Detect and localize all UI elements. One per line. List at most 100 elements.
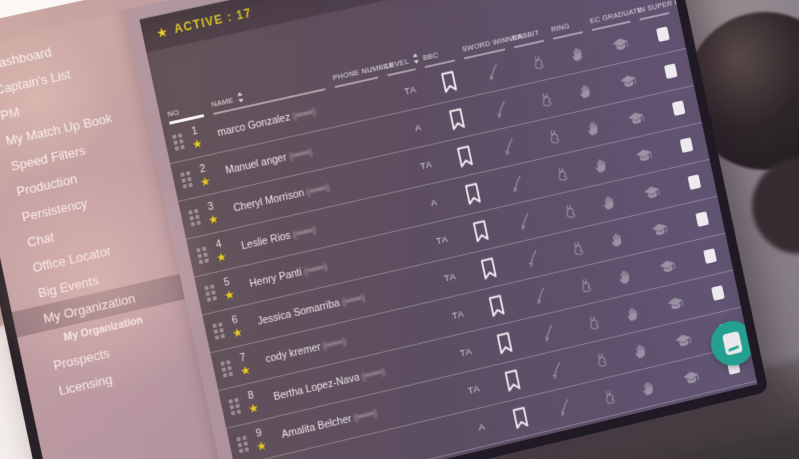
- coffee-cup-shadow: [752, 158, 799, 254]
- member-code-blurred: (•••••): [322, 336, 348, 352]
- graduation-cap-icon: [673, 331, 693, 349]
- hand-icon: [623, 303, 640, 323]
- rabbit-icon: [599, 387, 618, 407]
- bookmark-icon: [446, 107, 466, 132]
- sword-icon: [531, 285, 550, 307]
- sword-icon: [492, 98, 511, 119]
- graduation-cap-icon: [625, 109, 645, 127]
- drag-handle-icon[interactable]: [188, 208, 202, 227]
- col-header-label: LEVEL: [384, 56, 410, 71]
- super-base-checkbox[interactable]: [703, 248, 717, 264]
- drag-handle-icon[interactable]: [180, 170, 193, 189]
- sword-icon: [500, 136, 519, 158]
- graduation-cap-icon: [649, 220, 669, 238]
- star-icon: ★: [254, 437, 269, 454]
- drag-handle-icon[interactable]: [212, 322, 226, 340]
- star-icon: ★: [230, 324, 244, 341]
- sword-icon: [524, 247, 543, 269]
- level-value: A: [413, 121, 423, 134]
- member-code-blurred: (•••••): [305, 182, 331, 198]
- super-base-checkbox[interactable]: [711, 285, 725, 301]
- member-name: Jessica Somarriba: [256, 297, 341, 328]
- member-name: Leslie Rios: [240, 229, 292, 253]
- super-base-checkbox[interactable]: [679, 137, 694, 154]
- super-base-checkbox[interactable]: [656, 26, 670, 43]
- phone-cell: [355, 169, 408, 181]
- sword-icon: [508, 173, 527, 195]
- drag-handle-icon[interactable]: [172, 133, 185, 151]
- member-code-blurred: (•••••): [292, 106, 317, 122]
- sword-icon: [539, 322, 558, 344]
- graduation-cap-icon: [681, 368, 701, 386]
- hand-icon: [592, 155, 609, 175]
- super-base-checkbox[interactable]: [671, 100, 686, 117]
- phone-cell: [347, 132, 400, 144]
- phone-cell: [379, 282, 432, 294]
- drag-handle-icon[interactable]: [228, 397, 242, 416]
- sort-icon[interactable]: [411, 53, 420, 65]
- super-base-checkbox[interactable]: [695, 211, 710, 227]
- main-content: ★ ACTIVE : 17 NO NAME PHONE NUMBER LEVEL BBC…: [123, 0, 758, 459]
- phone-cell: [339, 95, 392, 107]
- level-value: TA: [466, 383, 481, 397]
- rabbit-icon: [544, 127, 563, 147]
- hand-icon: [584, 118, 601, 138]
- col-header-name[interactable]: NAME: [210, 72, 335, 115]
- bookmark-icon: [502, 368, 522, 393]
- app-body: Dashboard Captain's List PM My Match Up Boo…: [0, 0, 757, 459]
- phone-cell: [395, 357, 448, 369]
- hand-icon: [615, 266, 632, 286]
- member-name: Cheryl Morrison: [232, 187, 306, 215]
- drag-handle-icon[interactable]: [196, 246, 210, 265]
- member-name: marco Gonzalez: [216, 111, 292, 140]
- roster-panel: ★ ACTIVE : 17 NO NAME PHONE NUMBER LEVEL BBC…: [139, 0, 758, 459]
- graduation-cap-icon: [665, 294, 685, 312]
- level-value: A: [477, 421, 487, 434]
- graduation-cap-icon: [641, 183, 661, 201]
- rabbit-icon: [568, 238, 587, 258]
- bookmark-icon: [486, 294, 506, 319]
- drag-handle-icon[interactable]: [204, 284, 218, 303]
- bookmark-icon: [470, 219, 490, 244]
- star-icon: ★: [246, 400, 261, 417]
- level-value: TA: [435, 233, 450, 247]
- level-value: TA: [419, 158, 434, 172]
- col-header-label: BBC: [422, 50, 440, 63]
- hand-icon: [631, 340, 648, 360]
- super-base-checkbox[interactable]: [663, 63, 678, 80]
- col-header-label: RING: [550, 21, 571, 34]
- note-card-icon: [722, 330, 743, 356]
- member-code-blurred: (•••••): [341, 292, 367, 308]
- rabbit-icon: [536, 89, 555, 109]
- super-base-checkbox[interactable]: [687, 174, 702, 191]
- bookmark-icon: [454, 144, 474, 169]
- col-header-label: IN SUPER BASE: [636, 0, 695, 15]
- sword-icon: [555, 396, 574, 418]
- level-value: A: [429, 196, 439, 209]
- member-name: Manuel anger: [224, 151, 288, 177]
- member-name: cody kremer: [264, 341, 322, 366]
- member-name: Henry Panti: [248, 266, 304, 291]
- sort-icon[interactable]: [236, 91, 245, 104]
- hand-icon: [607, 229, 624, 249]
- star-icon: ★: [190, 135, 204, 152]
- bookmark-icon: [438, 70, 458, 95]
- level-value: TA: [459, 345, 473, 359]
- phone-cell: [363, 207, 416, 219]
- drag-handle-icon[interactable]: [220, 359, 234, 378]
- phone-cell: [411, 432, 463, 445]
- rabbit-icon: [528, 52, 547, 72]
- hand-icon: [576, 80, 593, 100]
- sword-icon: [484, 61, 503, 82]
- col-header-label: RABBIT: [511, 28, 541, 43]
- rabbit-icon: [576, 275, 595, 295]
- graduation-cap-icon: [610, 35, 630, 53]
- rabbit-icon: [584, 312, 603, 332]
- sword-icon: [516, 210, 535, 232]
- drag-handle-icon[interactable]: [236, 435, 250, 454]
- star-icon: ★: [198, 173, 212, 190]
- phone-cell: [403, 394, 455, 406]
- level-value: TA: [451, 308, 465, 322]
